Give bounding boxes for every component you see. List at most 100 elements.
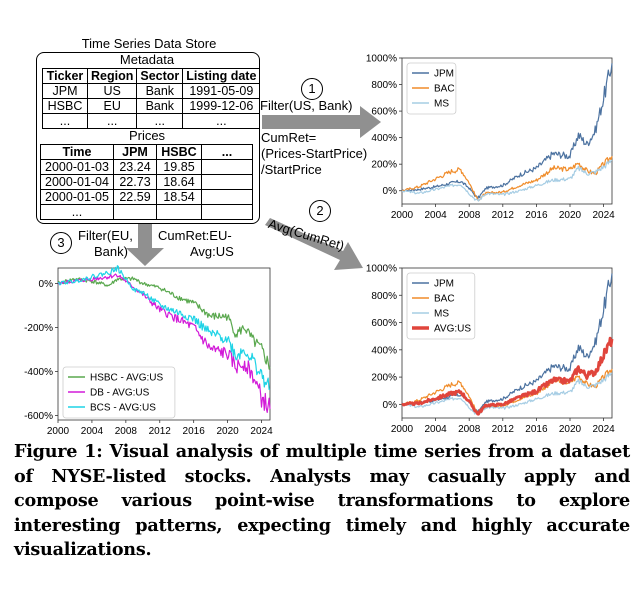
- series-line: [57, 265, 271, 390]
- table-cell: ...: [86, 113, 138, 129]
- chart-us-banks: 2000 2004 2008 2012 2016 2020 2024 0% 200% 400% 60…: [366, 54, 615, 222]
- series-line: [401, 63, 613, 201]
- plot-frame: [57, 267, 271, 421]
- step-3-cumret-line2: Avg:US: [190, 244, 234, 259]
- legend-label: HSBC - AVG:US: [90, 373, 163, 384]
- step-3-filter-line1: Filter(EU,: [78, 228, 133, 243]
- chart-eu-vs-avg: 2000 2004 2008 2012 2016 2020 2024 0% -200% -400%…: [24, 265, 273, 437]
- table-row: JPM US Bank 1991-05-09: [42, 83, 261, 99]
- step-1-cumret-line1: CumRet=: [261, 130, 317, 145]
- table-cell: 18.54: [156, 189, 202, 205]
- table-cell: US: [86, 83, 138, 99]
- y-tick-label: 1000%: [366, 264, 397, 275]
- x-tick-label: 2024: [592, 424, 615, 435]
- plot-frame: [401, 57, 613, 205]
- table-cell: ...: [136, 113, 184, 129]
- table-cell: Bank: [136, 98, 184, 114]
- x-tick-label: 2004: [424, 210, 447, 221]
- series-line: [401, 156, 613, 202]
- arrows-layer: [126, 106, 381, 270]
- y-tick-label: 400%: [371, 345, 397, 356]
- step-2-marker: 2: [309, 200, 331, 222]
- x-tick-label: 2012: [492, 424, 515, 435]
- x-tick-label: 2008: [115, 426, 138, 437]
- x-tick-label: 2020: [559, 424, 582, 435]
- metadata-table: Ticker Region Sector Listing date JPM US Bank 1…: [42, 68, 261, 129]
- y-tick-label: 400%: [371, 133, 397, 144]
- prices-table: Time JPM HSBC... 2000-01-03 23.24 19.85 2000-0…: [40, 144, 253, 220]
- series-line: [57, 276, 271, 370]
- table-header: Listing date: [182, 68, 261, 84]
- series-line: [401, 159, 613, 202]
- y-tick-label: 0%: [383, 400, 398, 411]
- table-row: 2000-01-03 23.24 19.85: [40, 159, 253, 175]
- step-3-filter-line2: Bank): [94, 244, 128, 259]
- arrow-1: [262, 106, 381, 138]
- x-tick-label: 2004: [424, 424, 447, 435]
- y-tick-label: 600%: [371, 318, 397, 329]
- x-tick-label: 2012: [149, 426, 172, 437]
- x-tick-label: 2004: [81, 426, 104, 437]
- y-tick-label: -600%: [24, 411, 53, 422]
- legend-box: [406, 62, 457, 115]
- x-tick-label: 2000: [391, 210, 414, 221]
- step-1-cumret-line2: (Prices-StartPrice): [261, 146, 368, 161]
- arrow-3: [126, 224, 164, 266]
- metadata-title: Metadata: [119, 52, 175, 67]
- legend-label: JPM: [434, 279, 454, 290]
- x-tick-label: 2012: [492, 210, 515, 221]
- table-cell: ...: [182, 113, 261, 129]
- step-3-marker: 3: [50, 232, 72, 254]
- y-tick-label: 800%: [371, 80, 397, 91]
- legend-box: [406, 272, 476, 340]
- legend-label: MS: [434, 99, 449, 110]
- series-line: [401, 336, 614, 416]
- legend-label: JPM: [434, 69, 454, 80]
- legend-label: BAC: [434, 84, 455, 95]
- table-cell: ...: [40, 204, 114, 220]
- step-1-filter: Filter(US, Bank): [260, 98, 353, 113]
- series-line: [401, 372, 613, 416]
- arrow-2: [265, 218, 363, 270]
- table-cell: 2000-01-03: [40, 159, 114, 175]
- table-row: ............: [42, 113, 261, 129]
- x-tick-label: 2016: [525, 424, 548, 435]
- x-tick-label: 2024: [250, 426, 273, 437]
- y-tick-label: 200%: [371, 160, 397, 171]
- table-cell: JPM: [42, 83, 88, 99]
- series-line: [401, 368, 613, 416]
- x-tick-label: 2008: [458, 210, 481, 221]
- figure: Time Series Data Store Metadata Ticker Re…: [24, 36, 615, 437]
- x-tick-label: 2000: [391, 424, 414, 435]
- store-title: Time Series Data Store: [81, 36, 217, 51]
- prices-title: Prices: [128, 128, 166, 143]
- table-row: ...: [40, 204, 253, 220]
- y-tick-label: 0%: [383, 186, 398, 197]
- table-row: 2000-01-05 22.59 18.54: [40, 189, 253, 205]
- table-cell: 2000-01-04: [40, 174, 114, 190]
- legend-label: DB - AVG:US: [90, 388, 150, 399]
- table-header: Time: [40, 144, 114, 160]
- legend-box: [62, 366, 176, 419]
- legend-label: MS: [434, 309, 449, 320]
- x-tick-label: 2024: [592, 210, 615, 221]
- legend-label: BAC: [434, 294, 455, 305]
- table-cell: 22.59: [113, 189, 157, 205]
- step-1-marker: 1: [301, 78, 323, 100]
- x-tick-label: 2000: [47, 426, 70, 437]
- x-tick-label: 2008: [458, 424, 481, 435]
- y-tick-label: 800%: [371, 291, 397, 302]
- step-3-cumret-line1: CumRet:EU-: [158, 228, 232, 243]
- legend-label: BCS - AVG:US: [90, 403, 156, 414]
- x-tick-label: 2020: [559, 210, 582, 221]
- x-tick-label: 2016: [183, 426, 206, 437]
- y-tick-label: 0%: [39, 279, 54, 290]
- legend-label: AVG:US: [434, 324, 471, 335]
- chart-us-banks-avg: 2000 2004 2008 2012 2016 2020 2024 0% 200% 400% 60…: [366, 264, 615, 436]
- y-tick-label: 200%: [371, 373, 397, 384]
- figure-caption: Figure 1: Visual analysis of multiple ti…: [14, 441, 630, 560]
- y-tick-label: 600%: [371, 107, 397, 118]
- step-1-cumret-line3: /StartPrice: [261, 162, 322, 177]
- y-tick-label: -400%: [24, 367, 53, 378]
- y-tick-label: 1000%: [366, 54, 397, 65]
